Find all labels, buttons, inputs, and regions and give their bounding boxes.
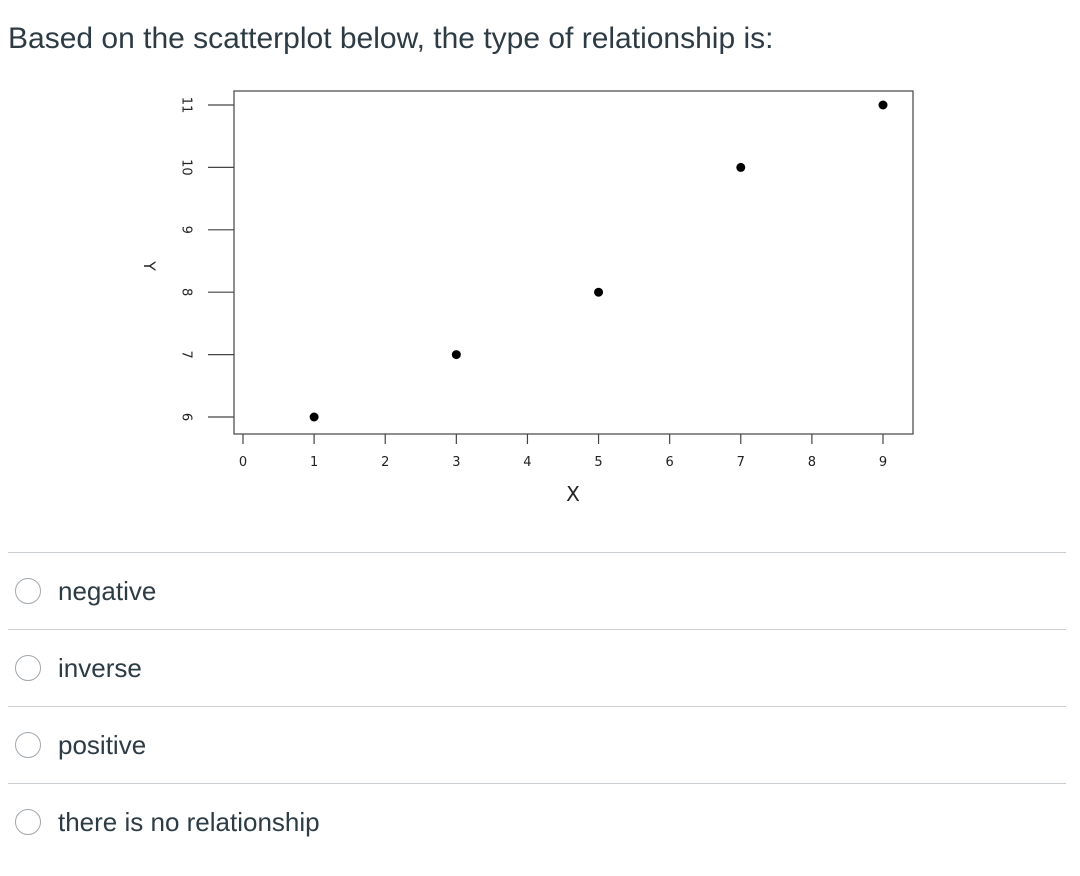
x-tick-label: 7 [737,455,745,470]
radio-button[interactable] [15,809,41,835]
x-axis-label: X [566,482,580,506]
x-tick-label: 3 [452,455,460,470]
x-tick-label: 2 [381,455,389,470]
y-tick-label: 7 [179,350,194,358]
data-point [451,350,461,360]
y-tick-label: 9 [179,226,194,234]
answer-option-no-relationship[interactable]: there is no relationship [8,783,1066,860]
y-axis: 6 7 8 9 10 11 [179,97,234,421]
answer-label: positive [58,729,147,760]
data-points [309,100,888,422]
y-tick-label: 8 [179,288,194,296]
answer-option-positive[interactable]: positive [8,706,1066,783]
answer-label: there is no relationship [58,806,320,837]
x-tick-label: 1 [310,455,318,470]
x-tick-label: 5 [594,455,602,470]
answer-list: negative inverse positive there is no re… [8,552,1066,860]
x-tick-label: 0 [239,455,247,470]
data-point [594,287,604,297]
x-tick-label: 6 [666,455,674,470]
x-tick-label: 8 [808,455,816,470]
y-axis-label: Y [140,260,159,271]
answer-label: negative [58,575,157,606]
answer-option-negative[interactable]: negative [8,552,1066,629]
plot-frame [233,90,914,435]
y-tick-label: 10 [179,159,194,176]
question-text: Based on the scatterplot below, the type… [8,22,774,55]
radio-button[interactable] [15,578,41,604]
data-point [309,412,319,422]
y-tick-label: 6 [179,413,194,421]
radio-button[interactable] [15,732,41,758]
answer-label: inverse [58,652,142,683]
scatterplot-chart: 0 1 2 3 4 5 6 7 8 9 6 7 8 9 10 11 X Y [140,90,914,506]
data-point [736,162,746,172]
x-tick-label: 9 [879,455,887,470]
answer-option-inverse[interactable]: inverse [8,629,1066,706]
radio-button[interactable] [15,655,41,681]
y-tick-label: 11 [179,97,194,114]
x-axis: 0 1 2 3 4 5 6 7 8 9 [239,434,887,470]
data-point [878,100,888,110]
x-tick-label: 4 [523,455,531,470]
